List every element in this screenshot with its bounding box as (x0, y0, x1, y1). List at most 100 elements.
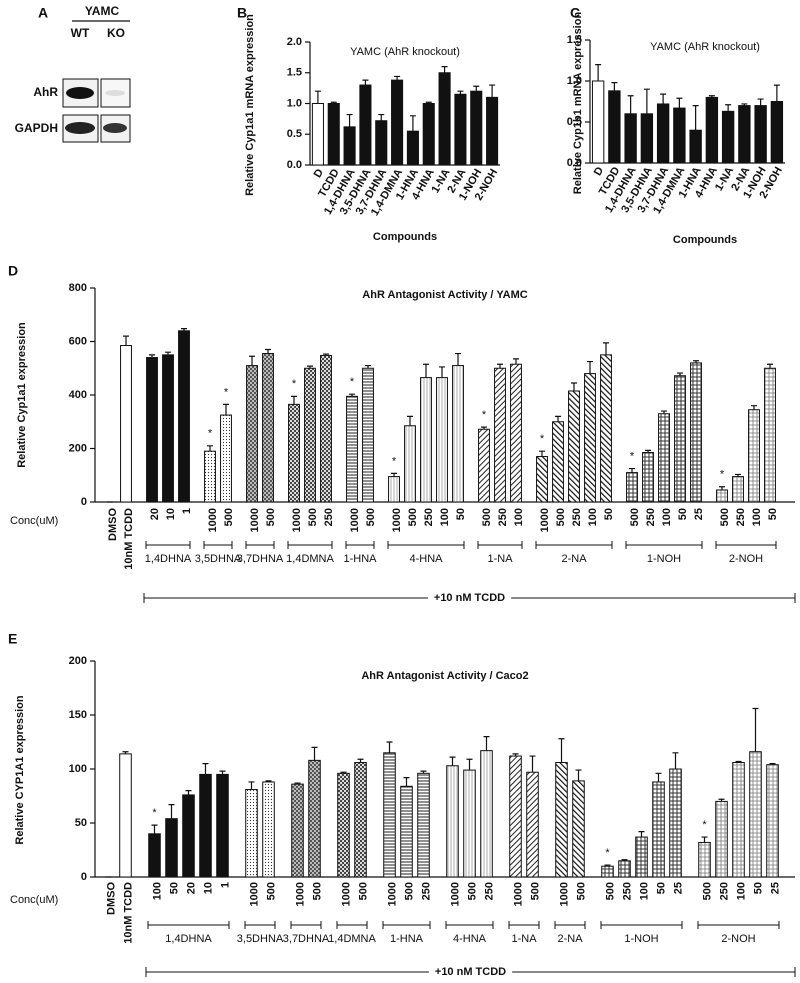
category-label: 25 (672, 882, 684, 894)
bar (715, 800, 728, 878)
bar (470, 90, 483, 166)
group-bracket (697, 921, 780, 929)
bar (119, 753, 132, 878)
y-tick-label: 400 (69, 389, 87, 401)
group-label: 2-NOH (729, 553, 763, 565)
error-bar (420, 770, 427, 774)
bar (689, 129, 702, 164)
bar (359, 84, 372, 166)
category-label: 100 (661, 508, 673, 526)
category-label: 100 (439, 508, 451, 526)
bar (383, 752, 396, 878)
error-bar (151, 824, 158, 834)
bar (120, 345, 132, 503)
error-bar (643, 88, 650, 114)
y-tick-label: 1.5 (567, 34, 582, 46)
group-label: 3,5DHNA (195, 553, 242, 565)
category-label: 500 (481, 508, 493, 526)
blot-band (105, 90, 125, 96)
bar (391, 79, 404, 166)
error-bar (757, 98, 764, 106)
error-bar (403, 777, 410, 787)
significance: * (540, 433, 545, 445)
bar (690, 362, 702, 503)
category-label: 20 (149, 508, 161, 520)
y-tick-label: 0.5 (567, 116, 582, 128)
category-label: 500 (357, 882, 369, 900)
bar (262, 781, 275, 878)
y-axis-label: Relative Cyp1a1 expression (16, 322, 28, 468)
bar (601, 865, 614, 878)
blot-band (103, 123, 127, 133)
y-axis-label: Relative Cyp1b1 mRNA expression (572, 12, 584, 195)
bar (422, 103, 435, 166)
y-tick-label: 800 (69, 282, 87, 294)
error-bar (655, 772, 662, 782)
panel-label: E (8, 631, 17, 647)
error-bar (638, 831, 645, 838)
error-bar (513, 358, 519, 365)
group-bracket (147, 921, 230, 929)
error-bar (219, 770, 226, 775)
category-label: 1000 (449, 882, 461, 906)
group-label: 2-NA (557, 933, 583, 945)
bar (552, 421, 564, 503)
category-label: 500 (466, 882, 478, 900)
bar (494, 367, 506, 503)
error-bar (349, 393, 355, 397)
x-axis-label: Compounds (373, 231, 437, 243)
category-label: 1000 (391, 508, 403, 532)
category-label: 50 (455, 508, 467, 520)
bar (162, 354, 174, 503)
category-label: 25 (693, 508, 705, 520)
category-label: DMSO (107, 508, 119, 541)
y-tick-label: 600 (69, 335, 87, 347)
panel-label: C (570, 5, 580, 21)
y-tick-label: 200 (69, 442, 87, 454)
bar (705, 96, 719, 164)
category-label: 250 (423, 508, 435, 526)
group-label: 3,5DHNA (237, 933, 284, 945)
bar (245, 789, 258, 878)
bar (404, 425, 416, 503)
error-bar (769, 763, 776, 765)
category-label: 50 (752, 882, 764, 894)
bar (716, 489, 728, 503)
category-label: 1000 (386, 882, 398, 906)
treatment-label-bg (428, 964, 513, 980)
blot-column: WT (71, 26, 90, 40)
blot-title: YAMC (85, 4, 120, 18)
error-bar (423, 363, 429, 378)
error-bar (291, 395, 297, 405)
error-bar (314, 90, 321, 104)
group-bracket (535, 541, 613, 549)
group-label: 1-HNA (343, 553, 377, 565)
category-label: 10nM TCDD (122, 882, 134, 944)
error-bar (629, 467, 635, 473)
bar (618, 860, 631, 878)
error-bar (767, 363, 773, 369)
bar (343, 126, 356, 166)
group-label: 1,4DMNA (328, 933, 376, 945)
category-label: 250 (718, 882, 730, 900)
group-bracket (290, 921, 322, 929)
group-bracket (203, 541, 233, 549)
bar (327, 103, 340, 166)
bar (673, 107, 686, 164)
category-label: 100 (735, 882, 747, 900)
bar (600, 354, 612, 503)
error-bar (693, 360, 699, 363)
significance: * (630, 450, 635, 462)
bar (406, 130, 419, 166)
error-bar (441, 66, 448, 73)
category-label: 500 (223, 508, 235, 526)
blot-band (65, 122, 95, 134)
error-bar (357, 758, 364, 763)
category-label: 500 (529, 882, 541, 900)
bar (216, 773, 229, 878)
category-label: 50 (603, 508, 615, 520)
bar (148, 833, 161, 878)
group-label: 1-NA (487, 553, 513, 565)
bar (304, 367, 316, 503)
